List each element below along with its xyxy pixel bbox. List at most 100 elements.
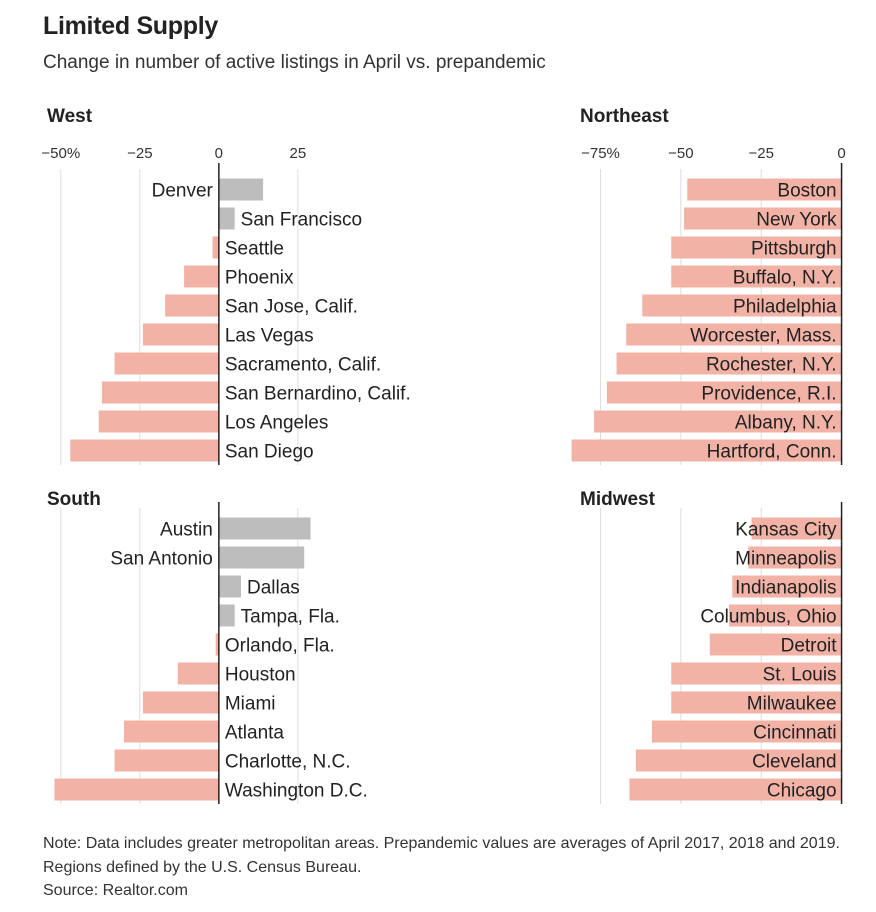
bar-buffalo-n-y bbox=[671, 265, 842, 288]
bar-pittsburgh bbox=[671, 236, 842, 259]
bar-albany-n-y bbox=[594, 410, 842, 433]
bar-rochester-n-y bbox=[616, 352, 842, 375]
bar-houston bbox=[177, 662, 219, 685]
bar-detroit bbox=[709, 633, 842, 656]
category-label: Albany, N.Y. bbox=[735, 413, 837, 434]
bar-san-francisco bbox=[218, 207, 235, 230]
category-label: Denver bbox=[152, 181, 214, 202]
bar-charlotte-n-c bbox=[114, 749, 219, 772]
category-label: Buffalo, N.Y. bbox=[733, 268, 837, 289]
category-label: Las Vegas bbox=[225, 326, 314, 347]
bar-san-diego bbox=[70, 439, 219, 462]
bar-milwaukee bbox=[671, 691, 842, 714]
category-label: Los Angeles bbox=[225, 413, 329, 434]
category-label: Austin bbox=[160, 520, 213, 541]
northeast-region-label: Northeast bbox=[580, 106, 669, 127]
category-label: Pittsburgh bbox=[751, 239, 837, 260]
category-label: San Bernardino, Calif. bbox=[225, 384, 411, 405]
bar-sacramento-calif bbox=[114, 352, 219, 375]
northeast-chart: Northeast −75% −50 −25 0 Boston New York Pittsb… bbox=[571, 106, 846, 465]
bar-miami bbox=[142, 691, 219, 714]
bar-st-louis bbox=[671, 662, 842, 685]
category-label: San Francisco bbox=[241, 210, 362, 231]
south-region-label: South bbox=[47, 489, 101, 510]
tick-label: −50 bbox=[668, 145, 693, 162]
category-label: Chicago bbox=[767, 781, 837, 802]
bar-san-bernardino-calif bbox=[101, 381, 219, 404]
category-label: Miami bbox=[225, 694, 276, 715]
bar-los-angeles bbox=[98, 410, 219, 433]
midwest-panel: Midwest Kansas City Minneapolis Indianapoli… bbox=[438, 478, 876, 808]
category-label: New York bbox=[756, 210, 837, 231]
bar-austin bbox=[218, 517, 311, 540]
category-label: Detroit bbox=[781, 636, 838, 657]
category-label: St. Louis bbox=[763, 665, 837, 686]
category-label: Kansas City bbox=[735, 520, 837, 541]
bar-orlando-fla bbox=[215, 633, 219, 656]
bar-denver bbox=[218, 178, 264, 201]
category-label: San Antonio bbox=[110, 549, 212, 570]
category-label: Boston bbox=[777, 181, 836, 202]
category-label: Houston bbox=[225, 665, 296, 686]
category-label: Columbus, Ohio bbox=[700, 607, 836, 628]
chart-note: Note: Data includes greater metropolitan… bbox=[43, 835, 840, 876]
midwest-chart: Midwest Kansas City Minneapolis Indianapoli… bbox=[580, 489, 843, 804]
category-label: Indianapolis bbox=[735, 578, 836, 599]
category-label: Providence, R.I. bbox=[701, 384, 836, 405]
bar-chicago bbox=[629, 778, 842, 801]
category-label: Philadelphia bbox=[733, 297, 837, 318]
category-label: Cleveland bbox=[752, 752, 837, 773]
bar-cincinnati bbox=[651, 720, 842, 743]
bar-providence-r-i bbox=[606, 381, 842, 404]
tick-label: 25 bbox=[290, 145, 307, 162]
west-chart: West −50% −25 0 25 Denver San Francisco Seattle… bbox=[41, 106, 411, 465]
bar-indianapolis bbox=[732, 575, 842, 598]
category-label: Cincinnati bbox=[753, 723, 836, 744]
bar-seattle bbox=[212, 236, 219, 259]
bar-boston bbox=[687, 178, 842, 201]
bar-san-jose-calif bbox=[165, 294, 219, 317]
bar-kansas-city bbox=[751, 517, 842, 540]
category-label: Sacramento, Calif. bbox=[225, 355, 381, 376]
bar-cleveland bbox=[635, 749, 842, 772]
south-panel: South Austin San Antonio Dallas Tampa, Fla. O… bbox=[0, 478, 438, 808]
tick-label: 0 bbox=[837, 145, 845, 162]
category-label: Hartford, Conn. bbox=[707, 442, 837, 463]
category-label: Tampa, Fla. bbox=[241, 607, 340, 628]
bar-worcester-mass bbox=[626, 323, 842, 346]
category-label: Rochester, N.Y. bbox=[706, 355, 837, 376]
category-label: San Jose, Calif. bbox=[225, 297, 358, 318]
bar-philadelphia bbox=[642, 294, 842, 317]
tick-label: −25 bbox=[127, 145, 152, 162]
chart-source: Source: Realtor.com bbox=[43, 882, 188, 899]
tick-label: −50% bbox=[41, 145, 80, 162]
northeast-panel: Northeast −75% −50 −25 0 Boston New York Pittsb… bbox=[438, 95, 876, 469]
bar-new-york bbox=[684, 207, 842, 230]
bar-tampa-fla bbox=[218, 604, 235, 627]
category-label: Charlotte, N.C. bbox=[225, 752, 351, 773]
category-label: Seattle bbox=[225, 239, 284, 260]
south-chart: South Austin San Antonio Dallas Tampa, Fla. O… bbox=[47, 489, 368, 804]
midwest-region-label: Midwest bbox=[580, 489, 656, 510]
bar-dallas bbox=[218, 575, 241, 598]
tick-label: 0 bbox=[215, 145, 223, 162]
west-region-label: West bbox=[47, 106, 93, 127]
bar-washington-d-c bbox=[54, 778, 219, 801]
category-label: Dallas bbox=[247, 578, 300, 599]
bar-columbus-ohio bbox=[729, 604, 842, 627]
tick-label: −25 bbox=[748, 145, 773, 162]
category-label: Orlando, Fla. bbox=[225, 636, 335, 657]
category-label: Milwaukee bbox=[747, 694, 837, 715]
category-label: Washington D.C. bbox=[225, 781, 368, 802]
bar-las-vegas bbox=[142, 323, 219, 346]
category-label: Phoenix bbox=[225, 268, 294, 289]
bar-atlanta bbox=[124, 720, 219, 743]
category-label: Minneapolis bbox=[735, 549, 836, 570]
chart-subtitle: Change in number of active listings in A… bbox=[43, 52, 546, 73]
category-label: Worcester, Mass. bbox=[690, 326, 836, 347]
chart-title: Limited Supply bbox=[43, 12, 218, 40]
category-label: Atlanta bbox=[225, 723, 285, 744]
category-label: San Diego bbox=[225, 442, 314, 463]
tick-label: −75% bbox=[581, 145, 620, 162]
bar-phoenix bbox=[184, 265, 219, 288]
